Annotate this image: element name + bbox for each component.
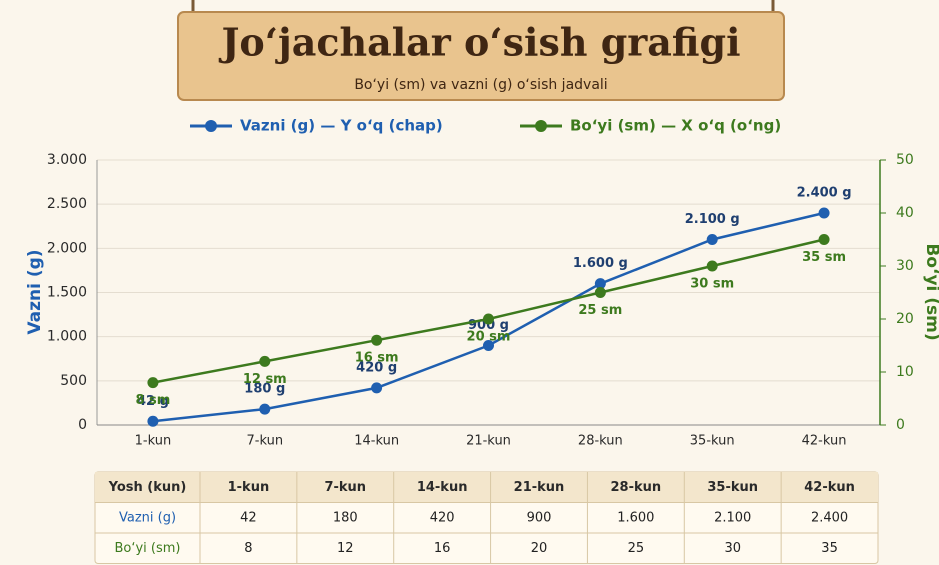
y-tick-label: 2.500	[47, 196, 87, 212]
data-label: 35 sm	[802, 250, 846, 265]
data-label: 30 sm	[690, 277, 734, 292]
data-point	[819, 234, 830, 245]
data-point	[483, 314, 494, 325]
table-cell: 180	[333, 510, 358, 525]
y-tick-label: 1.500	[47, 285, 87, 301]
table-header: Yosh (kun)	[108, 480, 187, 495]
legend-label: Bo‘yi (sm) — X o‘q (o‘ng)	[570, 117, 781, 135]
legend-marker	[535, 120, 547, 132]
table-cell: 2.100	[714, 510, 751, 525]
data-label: 25 sm	[578, 303, 622, 318]
y2-tick-label: 10	[896, 364, 914, 380]
y2-axis-label: Bo‘yi (sm)	[922, 243, 939, 340]
data-label: 12 sm	[243, 372, 287, 387]
y-tick-label: 1.000	[47, 329, 87, 345]
x-tick-label: 28-kun	[578, 434, 623, 449]
table-cell: Vazni (g)	[119, 510, 176, 525]
y-axis-label: Vazni (g)	[25, 249, 45, 334]
chart-title: Jo‘jachalar o‘sish grafigi	[218, 20, 740, 65]
data-point	[147, 416, 158, 427]
data-label: 2.400 g	[797, 186, 852, 201]
table-header: 42-kun	[804, 480, 855, 495]
table-header: 1-kun	[228, 480, 270, 495]
table-cell: 2.400	[811, 510, 848, 525]
table-cell: 8	[244, 541, 252, 556]
x-tick-label: 42-kun	[802, 434, 847, 449]
x-tick-label: 7-kun	[246, 434, 283, 449]
data-label: 1.600 g	[573, 256, 628, 271]
table-cell: 42	[240, 510, 257, 525]
x-tick-label: 35-kun	[690, 434, 735, 449]
data-point	[371, 335, 382, 346]
y2-tick-label: 20	[896, 311, 914, 327]
y2-tick-label: 30	[896, 258, 914, 274]
x-tick-label: 1-kun	[135, 434, 172, 449]
table-cell: 1.600	[617, 510, 654, 525]
data-label: 20 sm	[467, 330, 511, 345]
legend-label: Vazni (g) — Y o‘q (chap)	[240, 117, 443, 135]
data-point	[371, 382, 382, 393]
table-header-bg	[95, 472, 878, 503]
table-header: 28-kun	[611, 480, 662, 495]
data-point	[707, 234, 718, 245]
table-cell: 25	[628, 541, 645, 556]
table-cell: 16	[434, 541, 451, 556]
table-cell: Bo‘yi (sm)	[114, 541, 180, 556]
data-label: 8 sm	[135, 393, 170, 408]
chart-subtitle: Bo‘yi (sm) va vazni (g) o‘sish jadvali	[354, 77, 607, 93]
data-point	[259, 356, 270, 367]
table-header: 21-kun	[514, 480, 565, 495]
y-tick-label: 0	[78, 417, 87, 433]
legend-marker	[205, 120, 217, 132]
data-point	[707, 261, 718, 272]
data-point	[595, 287, 606, 298]
y-tick-label: 500	[60, 373, 87, 389]
data-point	[819, 208, 830, 219]
y2-tick-label: 40	[896, 205, 914, 221]
x-tick-label: 14-kun	[354, 434, 399, 449]
table-header: 14-kun	[417, 480, 468, 495]
table-header: 35-kun	[707, 480, 758, 495]
y2-tick-label: 0	[896, 417, 905, 433]
table-cell: 20	[531, 541, 548, 556]
table-cell: 35	[821, 541, 838, 556]
data-label: 2.100 g	[685, 212, 740, 227]
table-cell: 30	[724, 541, 741, 556]
data-label: 16 sm	[355, 351, 399, 366]
table-header: 7-kun	[324, 480, 366, 495]
table-cell: 12	[337, 541, 354, 556]
data-point	[259, 404, 270, 415]
table-cell: 420	[430, 510, 455, 525]
data-point	[147, 377, 158, 388]
y2-tick-label: 50	[896, 152, 914, 168]
page: Jo‘jachalar o‘sish grafigi Bo‘yi (sm) va…	[0, 0, 939, 565]
table-cell: 900	[527, 510, 552, 525]
x-tick-label: 21-kun	[466, 434, 511, 449]
y-tick-label: 3.000	[47, 152, 87, 168]
y-tick-label: 2.000	[47, 240, 87, 256]
